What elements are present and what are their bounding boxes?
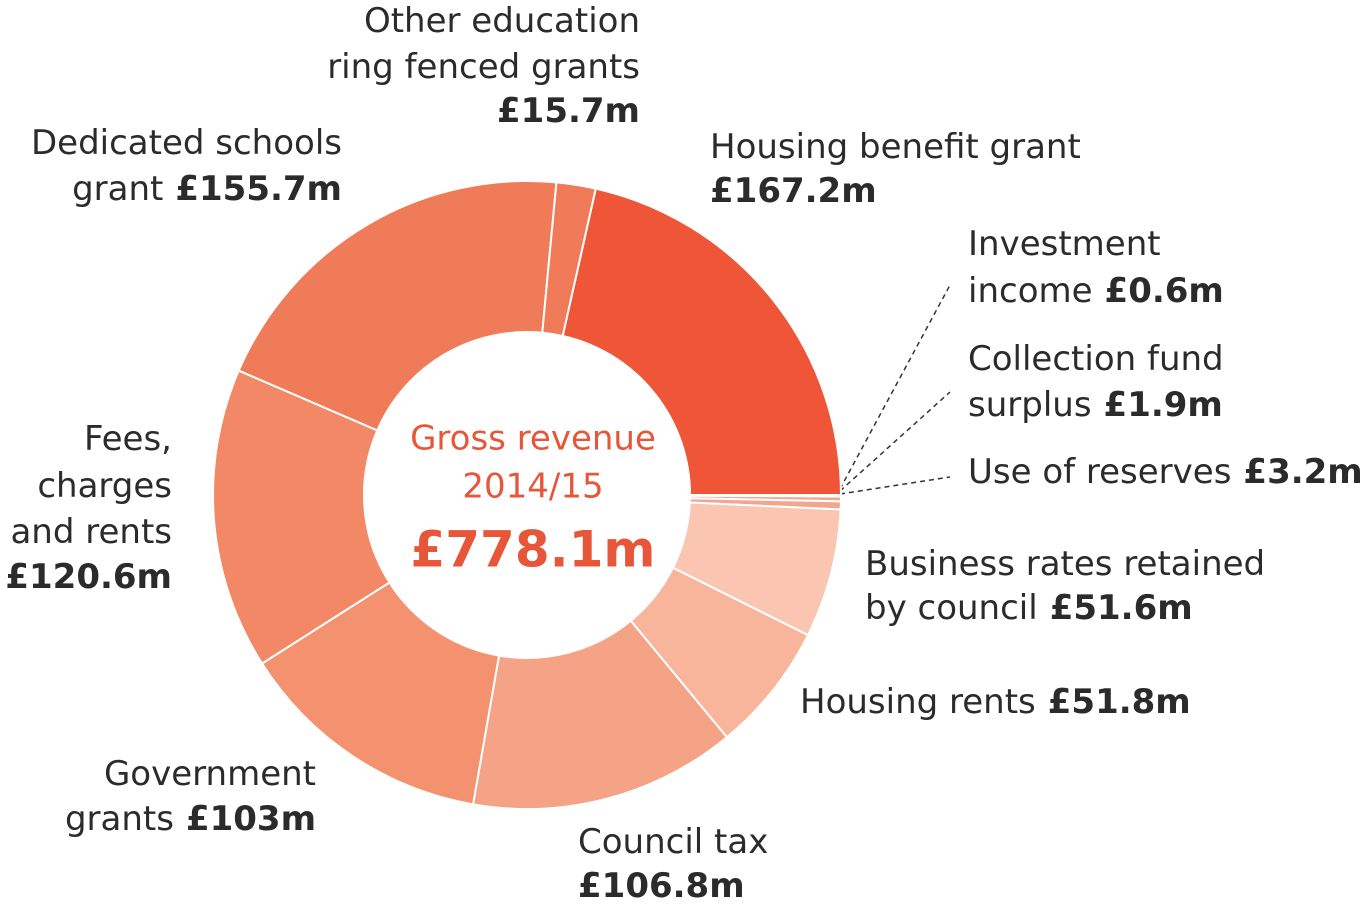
category-name: Business rates retained bbox=[865, 544, 1265, 584]
label-line: Government bbox=[104, 754, 316, 794]
label-line: £15.7m bbox=[497, 91, 640, 131]
slice-label: Government grants £103m bbox=[65, 754, 316, 839]
value-label: £3.2m bbox=[1243, 452, 1362, 492]
slice-label: Other education ring fenced grants£15.7m bbox=[327, 1, 640, 131]
category-name: Dedicated schools bbox=[31, 123, 342, 163]
category-name: Housing benefit grant bbox=[710, 127, 1081, 167]
leader-line bbox=[839, 476, 951, 495]
donut-slice bbox=[471, 619, 729, 810]
category-name: grant bbox=[72, 169, 163, 209]
label-line: £167.2m bbox=[710, 171, 877, 211]
value-label: £15.7m bbox=[497, 91, 640, 131]
category-name: surplus bbox=[968, 385, 1092, 425]
label-line: Use of reserves £3.2m bbox=[968, 452, 1363, 492]
category-name: Housing rents bbox=[800, 682, 1036, 722]
category-name: charges bbox=[37, 466, 172, 506]
value-label: £120.6m bbox=[5, 557, 172, 597]
donut-slice bbox=[212, 369, 391, 665]
label-line: Housing benefit grant bbox=[710, 127, 1081, 167]
slice-label: Fees, charges and rents £120.6m bbox=[5, 419, 172, 597]
donut-slice bbox=[541, 181, 597, 338]
value-label: £167.2m bbox=[710, 171, 877, 211]
label-line: grant £155.7m bbox=[72, 169, 342, 209]
label-line: Other education bbox=[364, 1, 640, 41]
category-name: Collection fund bbox=[968, 339, 1224, 379]
category-name: Use of reserves bbox=[968, 452, 1231, 492]
category-name: ring fenced grants bbox=[327, 47, 640, 87]
label-line: Housing rents £51.8m bbox=[800, 682, 1191, 722]
value-label: £51.6m bbox=[1050, 588, 1193, 628]
label-line: £106.8m bbox=[578, 866, 745, 906]
label-line: and rents bbox=[10, 512, 172, 552]
leader-lines bbox=[839, 284, 951, 495]
slice-label: Collection fund surplus £1.9m bbox=[968, 339, 1224, 425]
category-name: grants bbox=[65, 799, 174, 839]
value-label: £0.6m bbox=[1105, 271, 1224, 311]
label-line: charges bbox=[37, 466, 172, 506]
label-line: by council £51.6m bbox=[865, 588, 1193, 628]
label-line: Fees, bbox=[84, 419, 172, 459]
label-line: surplus £1.9m bbox=[968, 385, 1223, 425]
slice-label: Housing rents £51.8m bbox=[800, 682, 1191, 722]
center-title: Gross revenue bbox=[410, 419, 656, 459]
label-line: income £0.6m bbox=[968, 271, 1224, 311]
label-line: Business rates retained bbox=[865, 544, 1265, 584]
center-subtitle: 2014/15 bbox=[462, 467, 603, 507]
category-name: income bbox=[968, 271, 1093, 311]
category-name: Government bbox=[104, 754, 316, 794]
label-line: Dedicated schools bbox=[31, 123, 342, 163]
category-name: and rents bbox=[10, 512, 172, 552]
slice-label: Council tax£106.8m bbox=[578, 822, 768, 906]
value-label: £103m bbox=[186, 799, 316, 839]
label-line: Council tax bbox=[578, 822, 768, 862]
donut-slice bbox=[260, 581, 501, 806]
label-line: £120.6m bbox=[5, 557, 172, 597]
donut-slice bbox=[237, 179, 558, 432]
leader-line bbox=[839, 391, 951, 492]
donut-slice bbox=[561, 187, 843, 496]
label-line: ring fenced grants bbox=[327, 47, 640, 87]
slice-label: Use of reserves £3.2m bbox=[968, 452, 1363, 492]
leader-line bbox=[839, 284, 951, 490]
value-label: £1.9m bbox=[1104, 385, 1223, 425]
value-label: £51.8m bbox=[1048, 682, 1191, 722]
value-label: £106.8m bbox=[578, 866, 745, 906]
category-name: Fees, bbox=[84, 419, 172, 459]
category-name: Council tax bbox=[578, 822, 768, 862]
slice-label: Housing benefit grant£167.2m bbox=[710, 127, 1081, 211]
label-line: grants £103m bbox=[65, 799, 316, 839]
category-name: by council bbox=[865, 588, 1038, 628]
label-line: Collection fund bbox=[968, 339, 1224, 379]
slice-label: Dedicated schools grant £155.7m bbox=[31, 123, 342, 209]
category-name: Other education bbox=[364, 1, 640, 41]
center-total: £778.1m bbox=[410, 521, 655, 579]
category-name: Investment bbox=[968, 224, 1161, 264]
label-line: Investment bbox=[968, 224, 1161, 264]
value-label: £155.7m bbox=[175, 169, 342, 209]
slice-label: Investment income £0.6m bbox=[968, 224, 1224, 311]
